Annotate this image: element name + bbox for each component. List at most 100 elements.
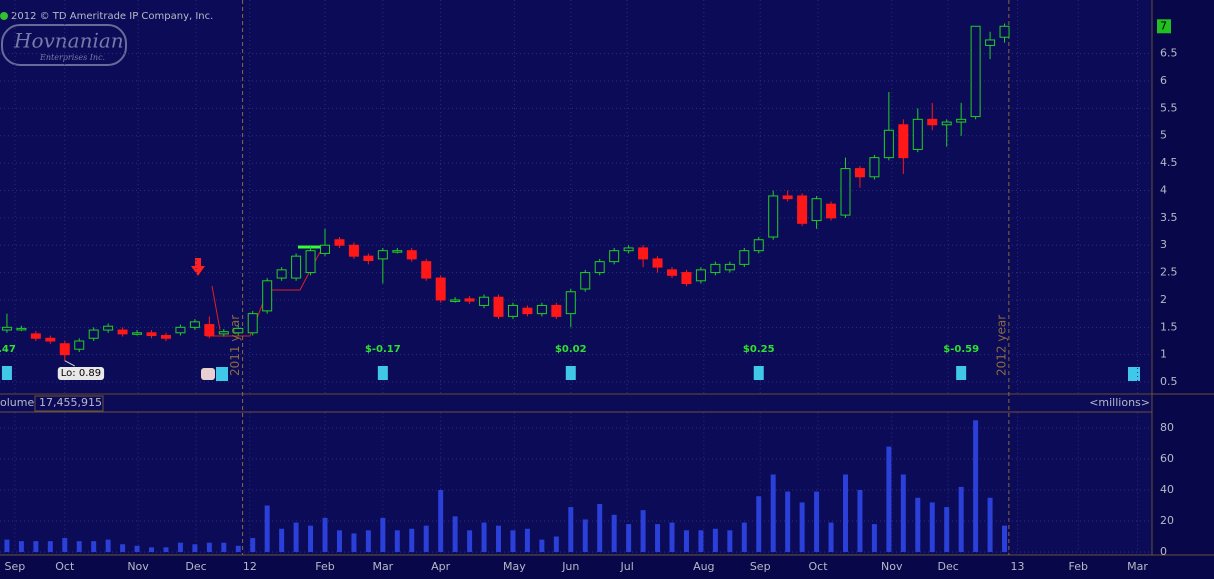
candle-body <box>927 118 938 126</box>
volume-bar <box>235 545 241 552</box>
candle-body <box>695 269 706 282</box>
candle-body <box>218 331 229 335</box>
candle-body <box>840 168 851 216</box>
logo-frame <box>1 24 127 66</box>
volume-bar <box>828 522 834 552</box>
volume-bar <box>510 530 516 552</box>
candle-body <box>132 332 143 335</box>
candle-body <box>421 261 432 279</box>
x-tick-label: Jun <box>561 560 579 573</box>
volume-bar <box>18 541 24 552</box>
volume-bar <box>365 530 371 552</box>
candle-body <box>160 335 171 339</box>
x-tick-label: Jul <box>620 560 634 573</box>
last-price-box <box>1157 19 1171 34</box>
volume-bar <box>655 524 661 552</box>
x-tick-label: Feb <box>1069 560 1088 573</box>
volume-bar <box>611 514 617 552</box>
low-label: Lo: 0.89 <box>61 368 101 379</box>
low-box <box>57 367 105 380</box>
x-tick-label: Dec <box>937 560 958 573</box>
candle-body <box>276 269 287 279</box>
volume-box <box>34 395 104 412</box>
volume-bar <box>394 530 400 552</box>
earnings-label: $-0.17 <box>365 344 401 355</box>
year-label: 2011 year <box>228 315 242 376</box>
volume-bar <box>640 510 646 552</box>
volume-bar <box>105 539 111 552</box>
candle-body <box>970 25 981 118</box>
candle-body <box>941 121 952 126</box>
event-icon <box>216 367 228 381</box>
volume-bar <box>669 522 675 552</box>
candle-body <box>681 272 692 285</box>
status-dot <box>0 12 8 20</box>
logo-sub: Enterprises Inc. <box>39 53 105 62</box>
volume-bar <box>597 503 603 552</box>
y-tick-label: 0.5 <box>1160 375 1178 388</box>
candle-body <box>667 269 677 276</box>
earnings-icon <box>956 366 967 380</box>
y-tick-label: 2 <box>1160 293 1167 306</box>
volume-bar <box>756 496 762 552</box>
x-tick-label: Sep <box>5 560 26 573</box>
volume-bar <box>423 525 429 552</box>
x-tick-label: Mar <box>372 560 393 573</box>
volume-title: olume <box>0 396 34 409</box>
event-icon <box>201 368 215 380</box>
candle-body <box>797 195 808 224</box>
candle-body <box>1 326 12 331</box>
earnings-icon <box>565 366 576 380</box>
candle-body <box>189 321 200 328</box>
x-tick-label: 13 <box>1011 560 1025 573</box>
volume-bar <box>785 491 791 552</box>
volume-unit: <millions> <box>1089 396 1150 409</box>
y-tick-label: 1.5 <box>1160 320 1178 333</box>
candle-body <box>536 304 547 315</box>
volume-bar <box>62 538 68 552</box>
volume-bar <box>539 539 545 552</box>
volume-last: 17,455,915 <box>39 396 102 409</box>
candle-body <box>522 307 533 315</box>
x-tick-label: Sep <box>750 560 771 573</box>
candle-body <box>869 157 880 178</box>
volume-bar <box>192 544 198 552</box>
candle-body <box>291 255 302 279</box>
volume-bar <box>626 524 632 552</box>
volume-bar <box>814 491 820 552</box>
candle-body <box>826 203 837 219</box>
volume-bar <box>973 420 979 552</box>
volume-bar <box>134 545 140 552</box>
candle-body <box>479 296 490 306</box>
candle-body <box>406 250 417 260</box>
candle-body <box>30 333 41 339</box>
candle-body <box>985 39 996 46</box>
volume-bar <box>47 541 53 552</box>
volume-bar <box>712 528 718 552</box>
volume-bar <box>770 474 776 552</box>
candle-body <box>565 291 576 315</box>
volume-bar <box>438 490 444 552</box>
y-tick-label: 4 <box>1160 183 1167 196</box>
candle-body <box>88 329 99 339</box>
volume-bar <box>336 530 342 552</box>
volume-bar <box>900 474 906 552</box>
x-tick-label: Oct <box>55 560 75 573</box>
earnings-label: .47 <box>0 344 16 355</box>
x-tick-label: Feb <box>315 560 334 573</box>
volume-bar <box>582 519 588 552</box>
candle-body <box>710 263 721 274</box>
y-tick-label: 1 <box>1160 348 1167 361</box>
candle-body <box>305 250 316 274</box>
candle-body <box>320 244 331 254</box>
earnings-label: $0.02 <box>555 344 587 355</box>
volume-bar <box>1002 525 1008 552</box>
volume-bar <box>322 517 328 552</box>
candle-body <box>204 324 215 337</box>
volume-panel <box>0 395 1152 555</box>
x-tick-label: Nov <box>881 560 903 573</box>
volume-bar <box>149 547 155 552</box>
volume-bar <box>221 542 227 552</box>
y-tick-label: 3.5 <box>1160 211 1178 224</box>
